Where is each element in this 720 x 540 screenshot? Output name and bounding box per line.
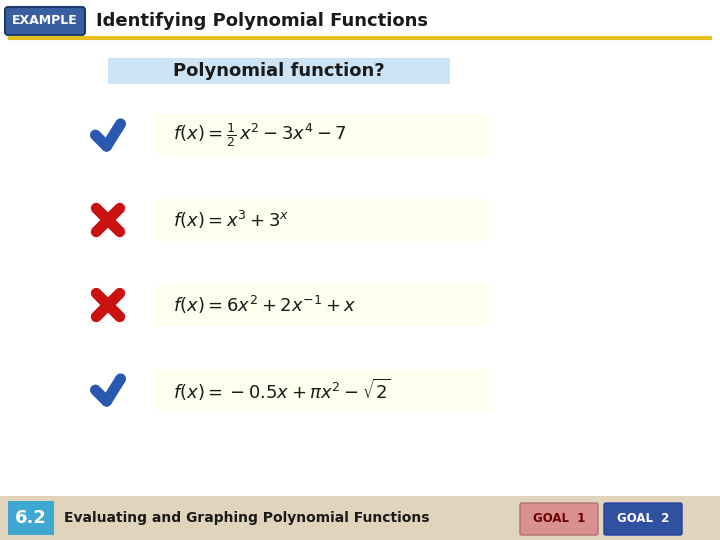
Text: GOAL  1: GOAL 1 <box>533 512 585 525</box>
FancyBboxPatch shape <box>108 58 450 84</box>
Text: $f(x) = \frac{1}{2}\,x^2 - 3x^4 - 7$: $f(x) = \frac{1}{2}\,x^2 - 3x^4 - 7$ <box>173 121 347 149</box>
Text: EXAMPLE: EXAMPLE <box>12 15 78 28</box>
FancyBboxPatch shape <box>155 114 490 156</box>
Text: Identifying Polynomial Functions: Identifying Polynomial Functions <box>96 12 428 30</box>
FancyBboxPatch shape <box>604 503 682 535</box>
Text: Evaluating and Graphing Polynomial Functions: Evaluating and Graphing Polynomial Funct… <box>64 511 430 525</box>
FancyBboxPatch shape <box>155 369 490 411</box>
FancyBboxPatch shape <box>8 501 54 535</box>
FancyBboxPatch shape <box>155 199 490 241</box>
FancyBboxPatch shape <box>5 7 85 35</box>
Text: $f(x) = 6x^2 + 2x^{-1} + x$: $f(x) = 6x^2 + 2x^{-1} + x$ <box>173 294 356 316</box>
Text: $f(x) = -0.5x + \pi x^2 - \sqrt{2}$: $f(x) = -0.5x + \pi x^2 - \sqrt{2}$ <box>173 377 391 403</box>
Text: GOAL  2: GOAL 2 <box>617 512 669 525</box>
Text: $f(x) = x^3 + 3^x$: $f(x) = x^3 + 3^x$ <box>173 209 289 231</box>
FancyBboxPatch shape <box>520 503 598 535</box>
Text: Polynomial function?: Polynomial function? <box>174 62 384 80</box>
FancyBboxPatch shape <box>0 496 720 540</box>
Text: 6.2: 6.2 <box>15 509 47 527</box>
FancyBboxPatch shape <box>155 284 490 326</box>
